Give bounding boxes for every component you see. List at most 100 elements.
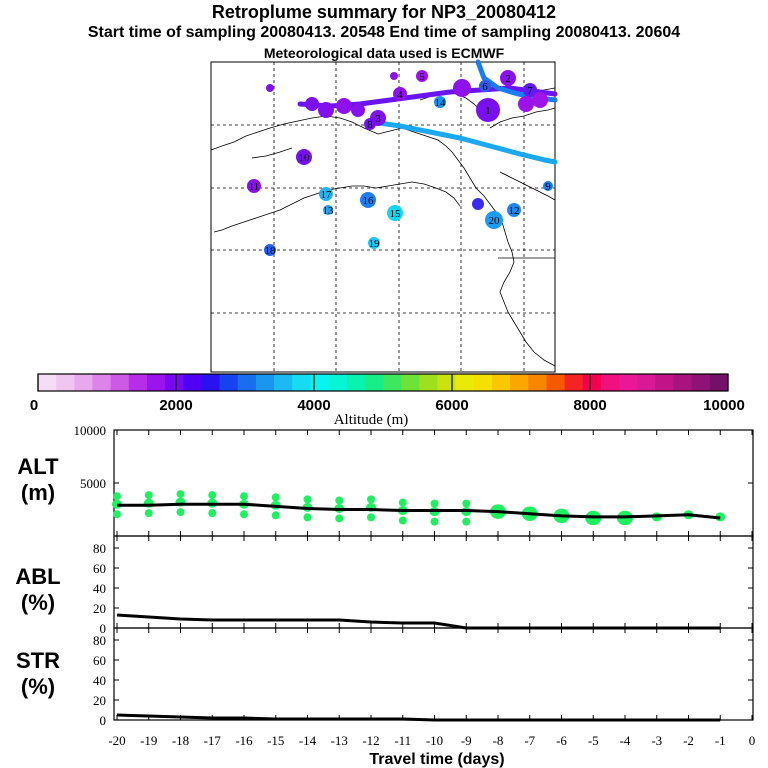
altitude-colorbar: 0 2000 4000 6000 8000 10000 Altitude (m): [30, 373, 745, 428]
map-marker-13: [323, 205, 333, 215]
colorbar-tick-label: 8000: [573, 397, 606, 414]
map-cluster-dot: [351, 103, 365, 117]
map-marker-17: [319, 187, 333, 201]
x-tick-label: -2: [683, 733, 694, 748]
map-marker-9: [543, 181, 553, 191]
alt-point: [430, 517, 439, 526]
colorbar-tick-label: 2000: [159, 397, 192, 414]
colorbar-cell: [619, 374, 638, 391]
abl-line: [116, 613, 721, 630]
alt-point: [144, 509, 153, 518]
alt-point: [303, 495, 312, 504]
map-marker-label: 2: [505, 73, 511, 85]
y-tick-label: 20: [93, 693, 106, 708]
colorbar-cell: [582, 374, 602, 391]
alt-point: [335, 514, 344, 523]
x-tick-label: -5: [588, 733, 599, 748]
y-tick-label: 80: [93, 633, 106, 648]
alt-point: [144, 491, 153, 500]
colorbar-cell: [564, 374, 584, 391]
map-marker-20: [485, 211, 503, 229]
y-tick-label: 10000: [74, 423, 107, 438]
colorbar-cell: [346, 374, 366, 391]
x-tick-label: -17: [204, 733, 222, 748]
map-marker-4: [393, 87, 407, 101]
alt-point: [398, 516, 407, 525]
str-panel-title: STR: [16, 648, 60, 673]
abl-panel-frame: [113, 535, 754, 629]
abl-panel-unit: (%): [21, 590, 55, 615]
map-gridlines: [211, 62, 555, 372]
x-tick-label: -10: [426, 733, 443, 748]
colorbar-cell: [419, 374, 438, 391]
colorbar-cell: [201, 374, 221, 391]
map-marker-14: [434, 96, 446, 108]
map-marker-label: 11: [249, 181, 260, 193]
alt-point: [430, 499, 439, 508]
map-marker-label: 4: [397, 89, 403, 101]
y-tick-label: 20: [93, 601, 106, 616]
map-marker-10: [296, 149, 312, 165]
map-cluster-dot: [305, 97, 319, 111]
map-marker-18: [264, 244, 276, 256]
alt-point: [462, 499, 471, 508]
y-tick-label: 60: [93, 561, 106, 576]
colorbar-tick-label: 4000: [297, 397, 330, 414]
map-marker-label: 13: [323, 205, 335, 217]
map-marker-label: 14: [435, 97, 447, 109]
colorbar-cell: [546, 374, 566, 391]
colorbar-cell: [491, 374, 511, 391]
map-marker-label: 18: [265, 245, 277, 257]
colorbar-cell: [237, 374, 257, 391]
alt-panel-title: ALT: [17, 454, 59, 479]
str-line: [116, 713, 721, 722]
colorbar-cell: [146, 374, 166, 391]
map-marker-8: [364, 118, 376, 130]
colorbar-cell: [328, 374, 348, 391]
colorbar-tick-label: 6000: [435, 397, 468, 414]
colorbar-cell: [38, 374, 57, 391]
x-tick-label: -8: [493, 733, 504, 748]
colorbar-cell: [219, 374, 239, 391]
y-tick-label: 0: [100, 621, 107, 636]
x-tick-label: -4: [620, 733, 631, 748]
x-tick-label: -20: [108, 733, 125, 748]
map-marker-label: 6: [482, 81, 488, 93]
y-tick-label: 40: [93, 581, 106, 596]
colorbar-cell: [709, 374, 729, 391]
x-tick-label: -1: [715, 733, 726, 748]
x-tick-label: -14: [299, 733, 317, 748]
alt-point: [113, 492, 121, 501]
map-marker-label: 16: [363, 195, 375, 207]
x-tick-label: -11: [394, 733, 411, 748]
colorbar-cell: [92, 374, 112, 391]
colorbar-cell: [110, 374, 130, 391]
alt-point: [240, 492, 248, 501]
alt-point: [271, 493, 280, 502]
map-marker-label: 3: [375, 113, 381, 125]
colorbar-cell: [364, 374, 384, 391]
colorbar-cell: [401, 374, 420, 391]
colorbar-cell: [310, 374, 330, 391]
met-data-source: Meteorological data used is ECMWF: [263, 45, 505, 61]
alt-point: [367, 513, 375, 522]
map-marker-2: [500, 70, 516, 86]
colorbar-tick-label: 0: [30, 397, 38, 414]
map-marker-1: [476, 98, 500, 122]
colorbar-cell: [292, 374, 311, 391]
map-cluster-dot: [266, 84, 274, 92]
map-marker-label: 1: [485, 105, 491, 117]
colorbar-cell: [274, 374, 293, 391]
alt-point: [271, 511, 280, 520]
alt-point: [208, 509, 217, 518]
colorbar-cell: [528, 374, 547, 391]
colorbar-cell: [56, 374, 75, 391]
map-marker-label: 5: [419, 71, 425, 83]
alt-point: [176, 490, 185, 499]
colorbar-cell: [637, 374, 656, 391]
x-tick-label: 0: [749, 733, 756, 748]
x-tick-label: -12: [362, 733, 379, 748]
colorbar-cell: [74, 374, 93, 391]
